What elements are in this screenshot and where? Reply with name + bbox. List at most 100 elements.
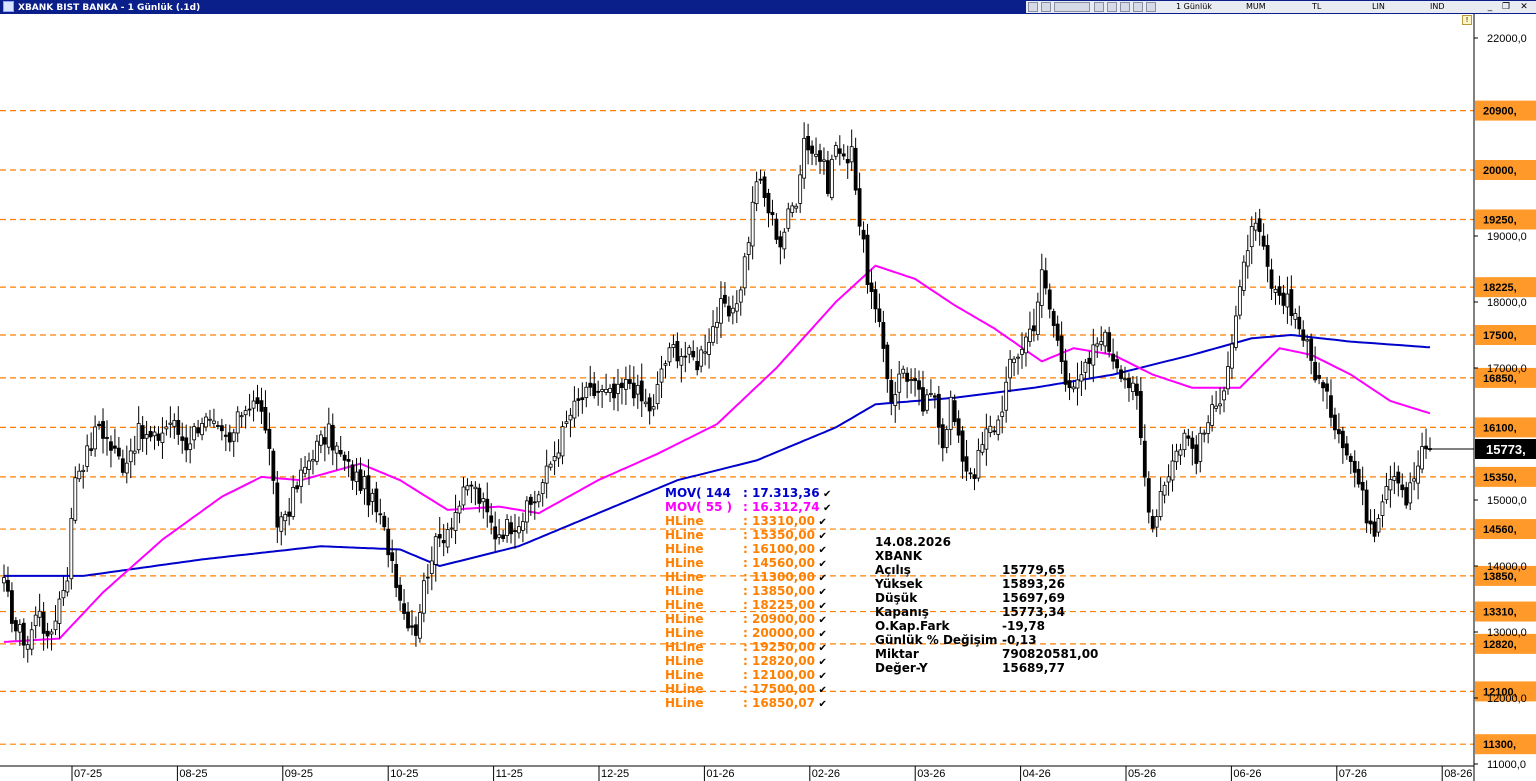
candle-body-235	[932, 395, 937, 398]
legend-value: : 12100,00	[743, 668, 815, 682]
candle-body-124	[493, 526, 498, 540]
legend-item-1[interactable]: MOV( 55 ): 16.312,74 ✔	[665, 500, 831, 516]
candle-body-37	[148, 430, 153, 438]
candle-body-39	[156, 433, 161, 441]
currency-selector[interactable]: TL	[1312, 2, 1322, 11]
legend-check-icon[interactable]: ✔	[814, 587, 827, 598]
candle-body-232	[921, 387, 925, 412]
legend-check-icon[interactable]: ✔	[814, 685, 827, 696]
legend-check-icon[interactable]: ✔	[814, 601, 827, 612]
candle-body-340	[1348, 455, 1353, 462]
legend-name: HLine	[665, 514, 704, 528]
indicator-selector[interactable]: IND	[1430, 2, 1445, 11]
candle-body-126	[501, 534, 506, 539]
legend-check-icon[interactable]: ✔	[814, 545, 827, 556]
candle-body-241	[956, 418, 961, 436]
candle-body-261	[1035, 301, 1040, 335]
legend-check-icon[interactable]: ✔	[819, 503, 832, 514]
candle-body-225	[893, 394, 898, 406]
candle-body-311	[1234, 315, 1238, 348]
color-icon[interactable]	[1133, 2, 1143, 12]
candle-body-14	[57, 598, 62, 624]
legend-check-icon[interactable]: ✔	[814, 671, 827, 682]
candle-body-147	[584, 386, 589, 399]
candle-body-95	[378, 513, 383, 516]
legend-item-15[interactable]: HLine: 16850,07 ✔	[665, 696, 827, 712]
legend-item-12[interactable]: HLine: 12820,00 ✔	[665, 654, 827, 670]
template-selector[interactable]	[1054, 2, 1090, 12]
price-chart[interactable]: 20900, 20000, 19250, 18225, 17500, 16850, 1610…	[0, 14, 1536, 781]
x-tick-label-9: 04-26	[1023, 768, 1051, 780]
legend-check-icon[interactable]: ✔	[814, 629, 827, 640]
candle-body-197	[782, 231, 787, 250]
draw-icon[interactable]	[1120, 2, 1130, 12]
hline-label-6: 16100,	[1483, 422, 1517, 434]
candle-body-233	[925, 394, 929, 411]
move-icon[interactable]	[1146, 2, 1156, 12]
chart-icon[interactable]	[1028, 2, 1038, 12]
legend-item-11[interactable]: HLine: 19250,00 ✔	[665, 640, 827, 656]
legend-value: : 19250,00	[743, 640, 815, 654]
candle-body-116	[461, 486, 466, 506]
legend-item-10[interactable]: HLine: 20000,00 ✔	[665, 626, 827, 642]
restore-button[interactable]: ❐	[1501, 2, 1511, 12]
candle-body-183	[726, 305, 731, 317]
legend-item-5[interactable]: HLine: 14560,00 ✔	[665, 556, 827, 572]
refresh-icon[interactable]	[1041, 2, 1051, 12]
candle-body-251	[996, 419, 1001, 435]
legend-check-icon[interactable]: ✔	[814, 517, 827, 528]
legend-item-3[interactable]: HLine: 15350,00 ✔	[665, 528, 827, 544]
legend-item-8[interactable]: HLine: 18225,00 ✔	[665, 598, 827, 614]
candle-body-20	[81, 469, 86, 472]
candle-body-216	[857, 188, 862, 227]
legend-check-icon[interactable]: ✔	[814, 559, 827, 570]
hline-label-bg-0	[1475, 100, 1536, 121]
minimize-button[interactable]: _	[1487, 2, 1493, 12]
chart-type-selector[interactable]: MUM	[1246, 2, 1266, 11]
chart-toolbar: 1 Günlük MUM TL LIN IND _ ❐ ✕	[1026, 1, 1536, 13]
scale-selector[interactable]: LIN	[1372, 2, 1385, 11]
legend-value: : 17.313,36	[743, 486, 820, 500]
candle-body-131	[521, 521, 525, 531]
legend-check-icon[interactable]: ✔	[814, 643, 827, 654]
legend-item-14[interactable]: HLine: 17500,00 ✔	[665, 682, 827, 698]
pin-icon[interactable]: !	[1462, 15, 1472, 25]
legend-item-2[interactable]: HLine: 13310,00 ✔	[665, 514, 827, 530]
legend-check-icon[interactable]: ✔	[814, 657, 827, 668]
legend-check-icon[interactable]: ✔	[814, 573, 827, 584]
hline-label-bg-4	[1475, 325, 1536, 345]
candle-body-221	[877, 308, 882, 322]
close-button[interactable]: ✕	[1520, 2, 1528, 12]
candle-body-6	[25, 644, 30, 650]
candle-body-74	[295, 485, 300, 490]
period-selector[interactable]: 1 Günlük	[1176, 2, 1212, 11]
candle-body-199	[790, 205, 795, 213]
candle-body-310	[1230, 343, 1234, 369]
legend-check-icon[interactable]: ✔	[814, 531, 827, 542]
legend-item-4[interactable]: HLine: 16100,00 ✔	[665, 542, 827, 558]
legend-item-7[interactable]: HLine: 13850,00 ✔	[665, 584, 827, 600]
candle-body-227	[901, 368, 906, 374]
print-icon[interactable]	[1107, 2, 1117, 12]
legend-name: HLine	[665, 696, 704, 710]
candle-body-32	[128, 450, 133, 463]
legend-check-icon[interactable]: ✔	[819, 489, 832, 500]
legend-item-9[interactable]: HLine: 20900,00 ✔	[665, 612, 827, 628]
info-label-5: Günlük % Değişim	[875, 633, 998, 647]
legend-item-6[interactable]: HLine: 11300,00 ✔	[665, 570, 827, 586]
candle-body-151	[600, 389, 605, 392]
candle-body-337	[1336, 429, 1341, 435]
legend-check-icon[interactable]: ✔	[814, 615, 827, 626]
x-tick-label-6: 01-26	[706, 768, 734, 780]
candle-body-102	[406, 611, 410, 629]
candle-body-246	[976, 449, 981, 479]
candle-body-128	[509, 522, 513, 535]
legend-item-0[interactable]: MOV( 144: 17.313,36 ✔	[665, 486, 831, 502]
legend-check-icon[interactable]: ✔	[814, 699, 827, 710]
candle-body-92	[366, 475, 371, 506]
candle-body-266	[1055, 323, 1060, 341]
candle-body-62	[247, 408, 252, 411]
grid-icon[interactable]	[1094, 2, 1104, 12]
legend-item-13[interactable]: HLine: 12100,00 ✔	[665, 668, 827, 684]
y-tick-label-2: 18000,0	[1487, 297, 1527, 309]
